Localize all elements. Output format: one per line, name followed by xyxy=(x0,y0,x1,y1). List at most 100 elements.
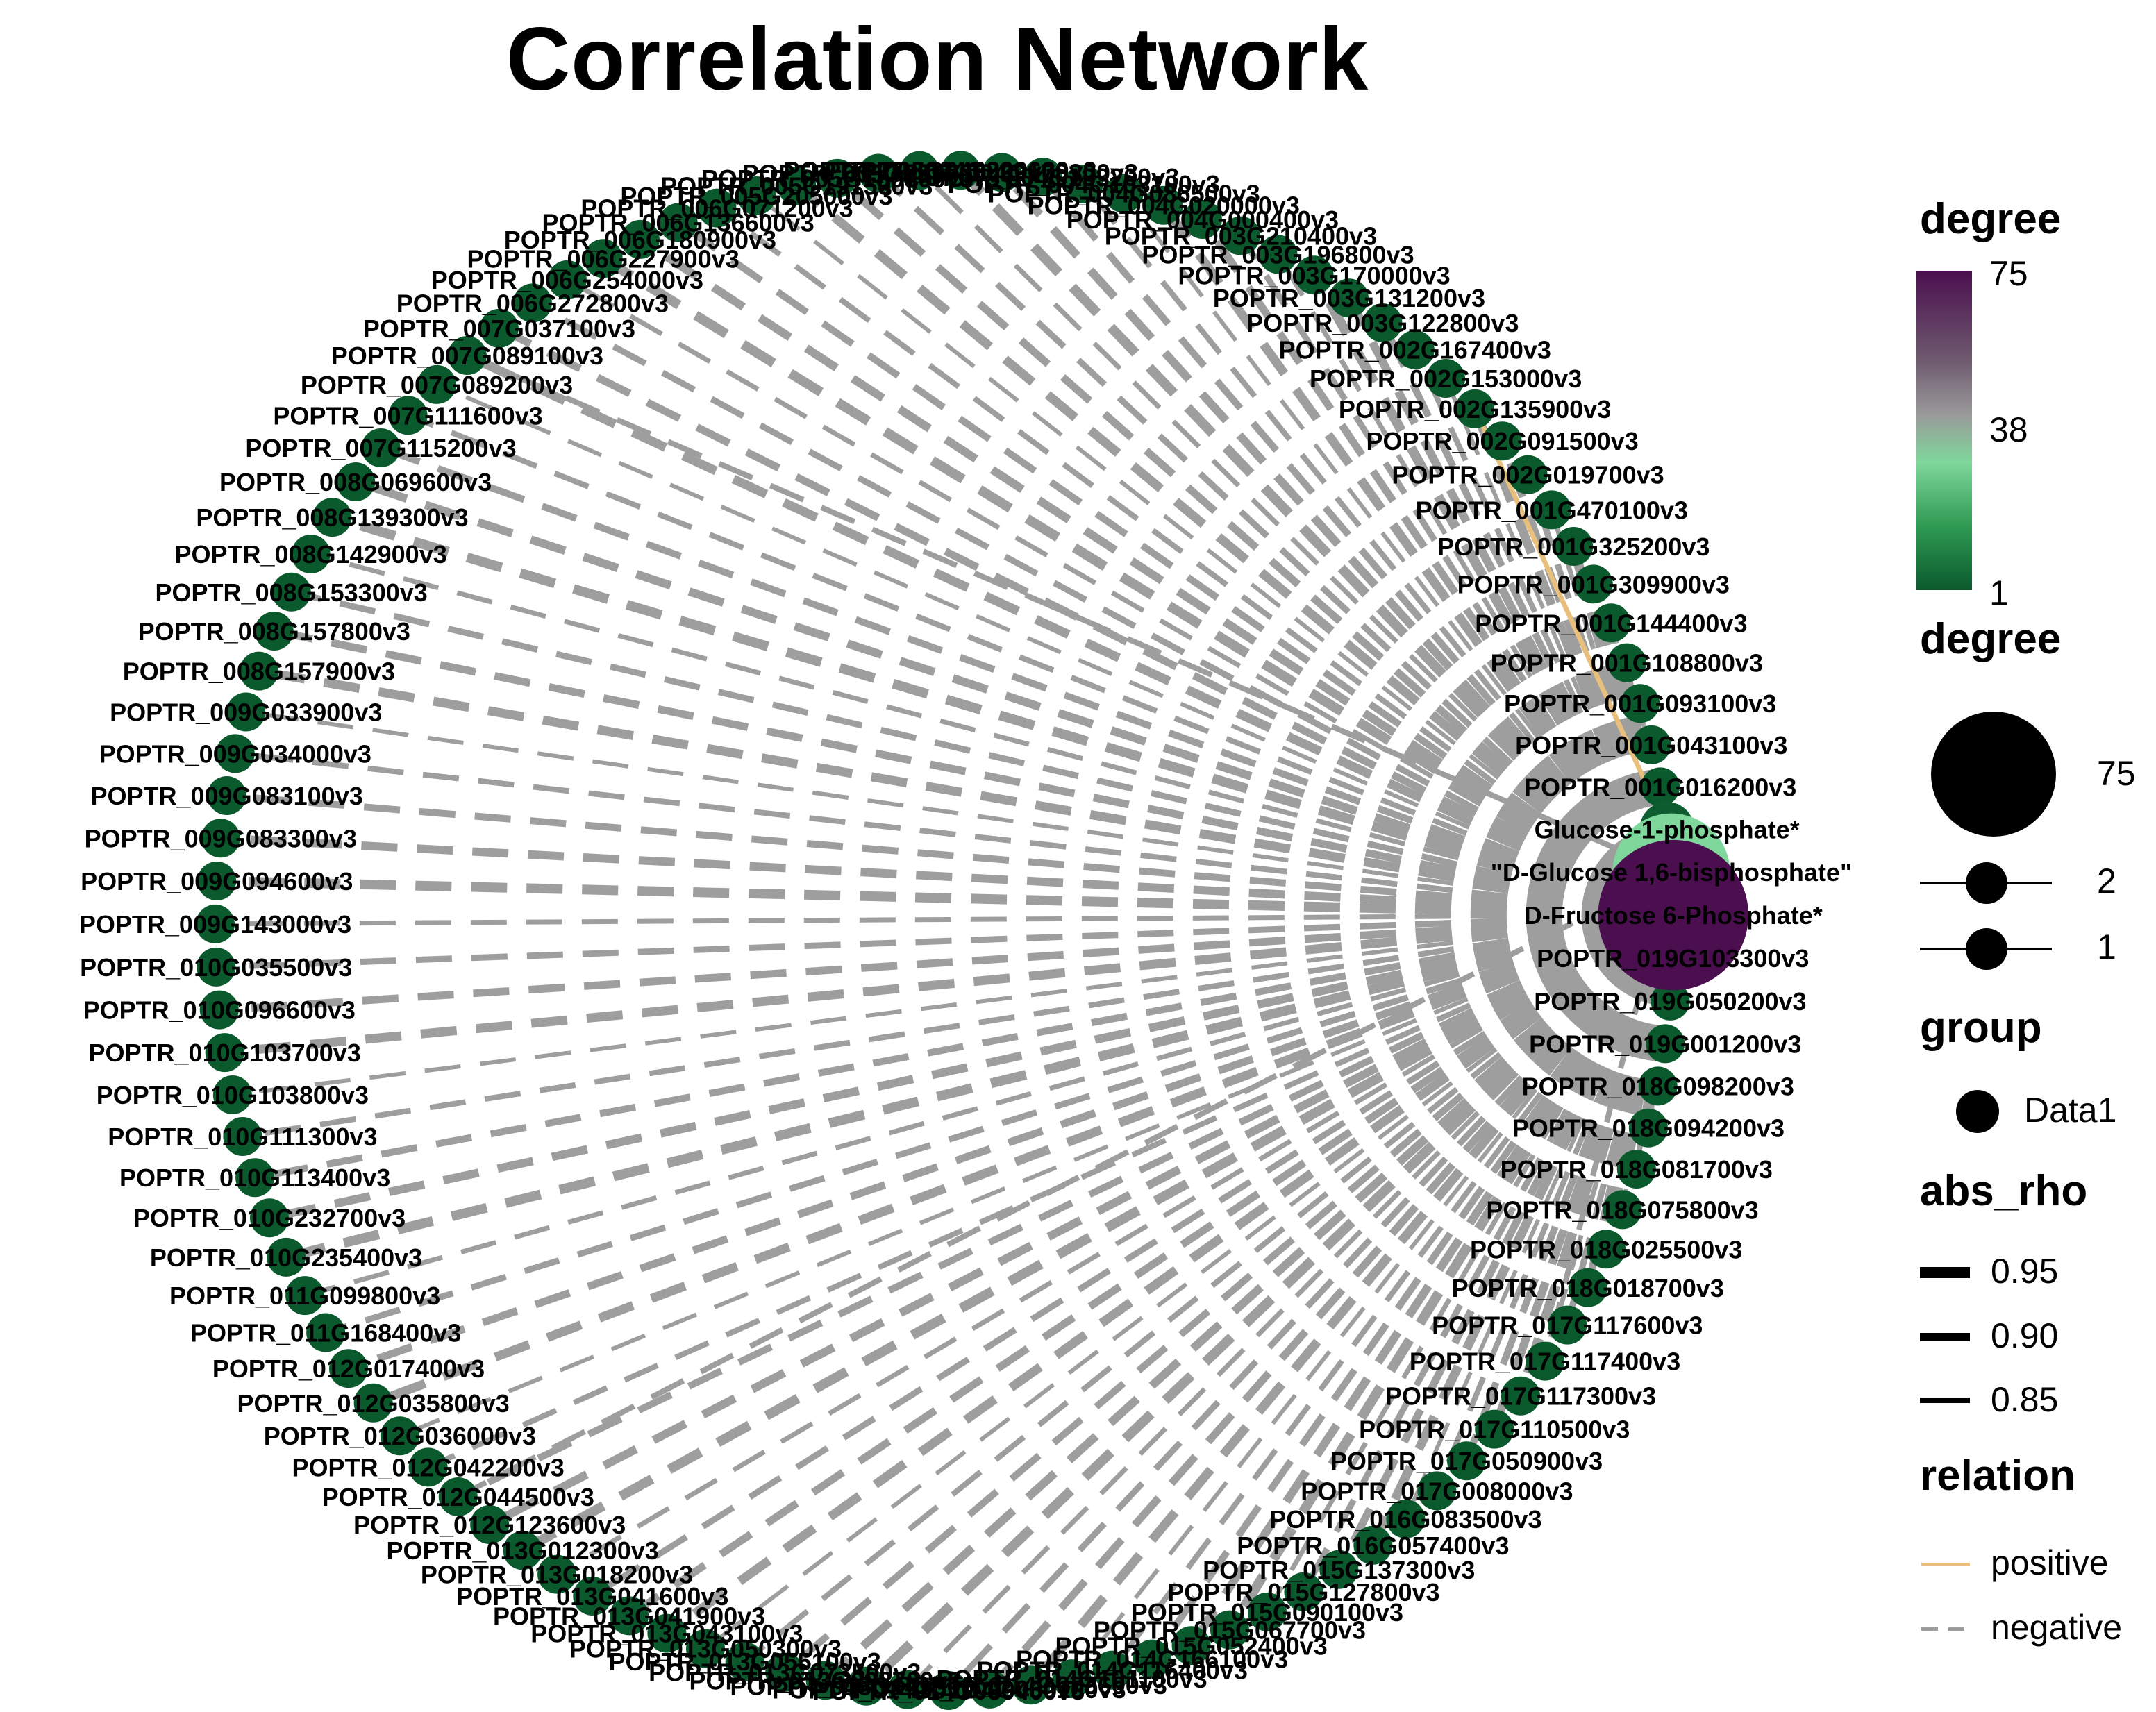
gene-label: POPTR_006G071200v3 xyxy=(580,194,853,223)
gene-label: POPTR_004G020000v3 xyxy=(1028,192,1300,220)
gene-node xyxy=(235,1158,275,1198)
gene-node xyxy=(197,947,236,987)
width-symbol-085 xyxy=(1920,1398,1970,1403)
gene-node xyxy=(970,1669,1010,1709)
gene-node xyxy=(285,1276,325,1316)
edge-negative xyxy=(1081,182,1676,917)
gene-node xyxy=(380,1416,419,1456)
gene-node xyxy=(1417,1471,1457,1511)
gene-label: POPTR_010G235400v3 xyxy=(150,1243,422,1272)
gene-node xyxy=(647,1613,687,1653)
group-label-data1: Data1 xyxy=(2024,1091,2117,1130)
gene-node xyxy=(620,219,660,259)
gene-node xyxy=(1183,199,1222,239)
edge-negative xyxy=(835,175,1676,918)
gene-label: POPTR_011G168400v3 xyxy=(190,1319,461,1348)
size-symbol-medium-dot xyxy=(1966,862,2007,904)
edge-negative xyxy=(456,912,1675,1500)
edge-positive xyxy=(1472,408,1669,831)
gene-node xyxy=(547,260,587,299)
edge-negative xyxy=(987,912,1676,1692)
edge-negative xyxy=(310,551,1674,918)
edge-negative xyxy=(407,412,1675,918)
edge-negative xyxy=(220,834,1674,920)
gene-node xyxy=(900,151,939,190)
edge-negative xyxy=(304,912,1674,1298)
group-symbol xyxy=(1956,1090,1999,1133)
hub-label: "D-Glucose 1,6-bisphosphate" xyxy=(1491,858,1852,887)
gene-label: POPTR_003G170000v3 xyxy=(1178,261,1450,289)
edge-negative xyxy=(1335,913,1677,1572)
gene-label: POPTR_002G167400v3 xyxy=(1279,336,1551,364)
chart-title: Correlation Network xyxy=(505,10,1369,109)
gene-label: POPTR_014G060100v3 xyxy=(853,1675,1126,1704)
gene-label: POPTR_015G090100v3 xyxy=(1131,1598,1403,1627)
gene-node xyxy=(1603,1190,1642,1230)
gene-label: POPTR_012G035800v3 xyxy=(237,1389,509,1418)
gene-node xyxy=(1638,1066,1678,1106)
edge-negative xyxy=(224,910,1674,1057)
edge-negative xyxy=(637,235,1676,919)
legend-relation-title: relation xyxy=(1920,1452,2075,1500)
gene-node xyxy=(1641,767,1680,807)
gene-label: POPTR_014G166100v3 xyxy=(1016,1645,1288,1674)
gene-node xyxy=(658,203,698,242)
gene-label: POPTR_010G113400v3 xyxy=(119,1164,390,1192)
edge-negative xyxy=(715,205,1676,918)
gene-node xyxy=(817,158,857,198)
gene-node xyxy=(312,498,352,537)
gene-label: POPTR_008G157900v3 xyxy=(123,657,395,686)
edge-negative xyxy=(946,913,1676,1693)
gene-label: POPTR_012G042200v3 xyxy=(292,1453,564,1482)
gene-label: POPTR_018G098200v3 xyxy=(1522,1072,1794,1100)
gene-label: POPTR_008G139300v3 xyxy=(196,503,468,532)
edge-layer xyxy=(215,167,1678,1693)
gene-node xyxy=(1319,1550,1359,1589)
gene-node xyxy=(1573,564,1613,604)
gene-node xyxy=(512,283,552,323)
gene-label: POPTR_014G101100v3 xyxy=(936,1665,1207,1693)
edge-negative xyxy=(219,911,1674,1014)
gene-node xyxy=(1294,255,1334,295)
gene-node xyxy=(447,336,487,376)
gene-node xyxy=(336,462,376,502)
gene-label: POPTR_014G011000v3 xyxy=(772,1676,1043,1704)
edge-negative xyxy=(232,913,1674,1097)
edge-negative xyxy=(957,167,1677,918)
gene-node xyxy=(1632,725,1671,764)
gene-label: POPTR_004G133200v3 xyxy=(907,163,1179,192)
relation-positive-label: positive xyxy=(1991,1543,2109,1582)
gene-node xyxy=(1363,303,1403,343)
gene-node xyxy=(846,1666,886,1706)
edge-negative xyxy=(1040,174,1676,918)
gene-label: POPTR_005G191500v3 xyxy=(660,172,933,201)
label-layer: Glucose-1-phosphate* "D-Glucose 1,6-bisph… xyxy=(79,156,1852,1705)
edge-negative xyxy=(273,627,1674,919)
gene-label: POPTR_017G117600v3 xyxy=(1432,1311,1703,1340)
width-symbol-095 xyxy=(1920,1267,1970,1278)
gene-label: POPTR_004G103100v3 xyxy=(948,170,1220,199)
edge-negative xyxy=(456,869,1673,1500)
gene-label: POPTR_006G254000v3 xyxy=(431,266,703,294)
gene-node xyxy=(353,1383,393,1423)
edge-negative xyxy=(600,254,1676,920)
gene-label: POPTR_001G108800v3 xyxy=(1491,649,1763,678)
gene-node xyxy=(1475,1409,1514,1449)
edge-negative xyxy=(555,913,1675,1577)
gene-node xyxy=(1446,1441,1486,1481)
gene-label: POPTR_010G103800v3 xyxy=(97,1081,369,1109)
gene-label: POPTR_002G091500v3 xyxy=(1366,427,1638,455)
gene-node xyxy=(1221,216,1260,255)
legend-group-title: group xyxy=(1920,1004,2042,1052)
width-tick-090: 0.90 xyxy=(1991,1316,2059,1355)
gene-label: POPTR_017G008000v3 xyxy=(1301,1477,1573,1505)
edge-negative xyxy=(216,912,1673,971)
gene-label: POPTR_007G111600v3 xyxy=(273,401,542,430)
legend-color-title: degree xyxy=(1920,195,2062,243)
gene-label: POPTR_014G116400v3 xyxy=(977,1656,1248,1685)
gene-label: POPTR_001G093100v3 xyxy=(1504,689,1776,718)
colorbar-tick-mid: 38 xyxy=(1989,410,2028,449)
edge-negative xyxy=(1412,349,1676,916)
degree-colorbar xyxy=(1916,271,1972,590)
edge-negative xyxy=(242,912,1674,1140)
